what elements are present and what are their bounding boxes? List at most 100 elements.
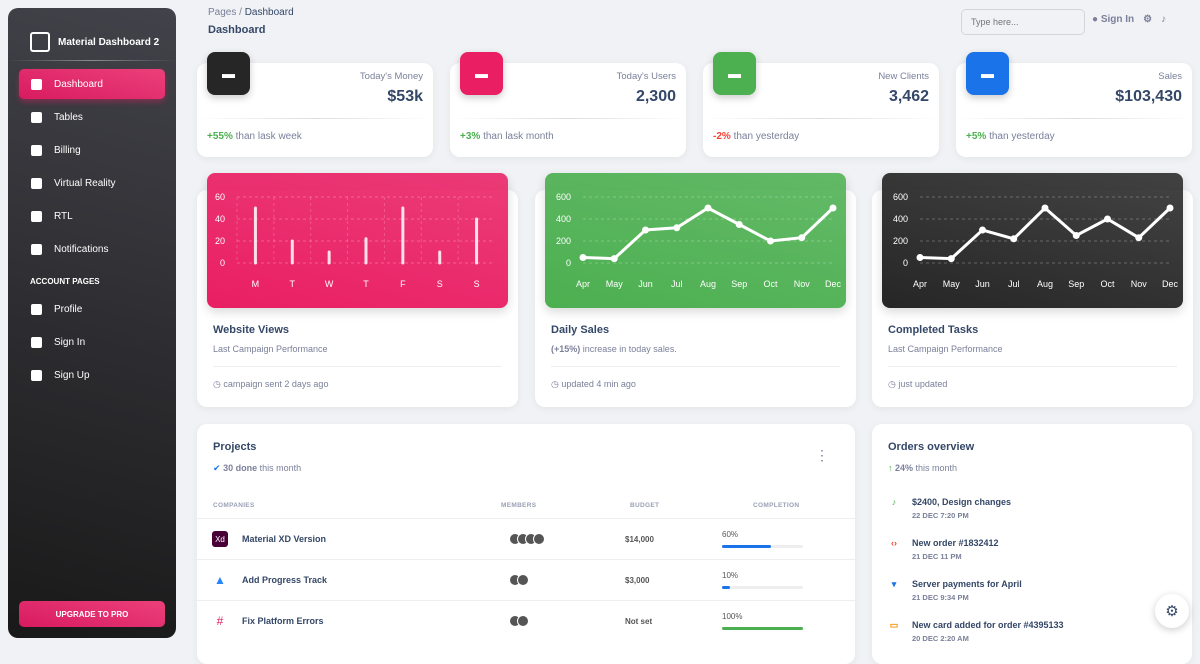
x-tick-label: T bbox=[363, 279, 369, 289]
sidebar-item-virtual-reality[interactable]: Virtual Reality bbox=[19, 168, 165, 198]
completion-label: 100% bbox=[722, 612, 743, 621]
sidebar-item-rtl[interactable]: RTL bbox=[19, 201, 165, 231]
sidebar-item-label: Sign Up bbox=[54, 369, 90, 381]
column-header: COMPANIES bbox=[213, 502, 255, 509]
brand[interactable]: Material Dashboard 2 bbox=[8, 8, 176, 60]
table-row[interactable]: # Fix Platform Errors Not set 100% bbox=[197, 600, 855, 641]
timeline-item: ▾ Server payments for April 21 DEC 9:34 … bbox=[888, 579, 1176, 620]
breadcrumb-root[interactable]: Pages bbox=[208, 7, 237, 18]
sidebar-item-billing[interactable]: Billing bbox=[19, 135, 165, 165]
timeline-item: ▭ New card added for order #4395133 20 D… bbox=[888, 620, 1176, 661]
timeline-date: 20 DEC 2:20 AM bbox=[912, 634, 969, 643]
header-actions: ● Sign In ⚙ ♪ bbox=[1092, 14, 1166, 26]
chart-footer: ◷ updated 4 min ago bbox=[551, 379, 636, 390]
project-name: Add Progress Track bbox=[242, 574, 328, 585]
timeline-title: New card added for order #4395133 bbox=[912, 620, 1064, 630]
x-tick-label: Apr bbox=[576, 279, 590, 289]
stat-change: +3% bbox=[460, 131, 481, 142]
orders-title: Orders overview bbox=[888, 441, 975, 453]
x-tick-label: M bbox=[252, 279, 259, 289]
progress-bar bbox=[722, 545, 803, 548]
y-tick-label: 200 bbox=[893, 236, 908, 246]
chart-area: 0 200 400 600 Apr May Jun Jul Aug Sep Oct Nov Dec bbox=[545, 173, 846, 308]
stat-icon: ▬ bbox=[713, 52, 756, 95]
logo-icon bbox=[30, 32, 50, 52]
completion-cell: 60% bbox=[722, 530, 803, 548]
chart-subtitle: Last Campaign Performance bbox=[213, 344, 328, 355]
table-row[interactable]: Xd Material XD Version $14,000 60% bbox=[197, 518, 855, 559]
data-point bbox=[767, 237, 774, 245]
person-icon: ● bbox=[1092, 14, 1099, 25]
sidebar-item-label: Tables bbox=[54, 111, 83, 123]
chart-svg: 0 200 400 600 Apr May Jun Jul Aug Sep Oct Nov Dec bbox=[556, 192, 842, 289]
more-vert-icon[interactable]: ⋮ bbox=[815, 447, 829, 463]
chart-subtitle-bold: (+15%) bbox=[551, 344, 581, 354]
search-input[interactable] bbox=[961, 9, 1085, 35]
stat-label: Today's Money bbox=[359, 71, 423, 82]
company-cell: ▲ Add Progress Track bbox=[197, 572, 501, 588]
x-tick-label: Jul bbox=[1008, 279, 1020, 289]
column-header: COMPLETION bbox=[753, 502, 800, 509]
upgrade-button[interactable]: UPGRADE TO PRO bbox=[19, 601, 165, 627]
stat-footer: -2% than yesterday bbox=[713, 131, 799, 143]
sidebar-item-sign-up[interactable]: Sign Up bbox=[19, 360, 165, 390]
sidebar-item-tables[interactable]: Tables bbox=[19, 102, 165, 132]
code-icon: ‹› bbox=[891, 538, 897, 548]
stat-value: 2,300 bbox=[635, 88, 676, 105]
sidebar-item-dashboard[interactable]: Dashboard bbox=[19, 69, 165, 99]
stat-value: $103,430 bbox=[1115, 88, 1182, 105]
chart-area: 0 200 400 600 Apr May Jun Jul Aug Sep Oct Nov Dec bbox=[882, 173, 1183, 308]
data-point bbox=[704, 204, 712, 212]
sidebar-item-sign-in[interactable]: Sign In bbox=[19, 327, 165, 357]
login-icon bbox=[31, 336, 42, 348]
sidebar-item-label: Profile bbox=[54, 303, 83, 315]
orders-pct-text: this month bbox=[913, 463, 958, 473]
projects-done-text: this month bbox=[257, 463, 302, 473]
atlassian-icon: ▲ bbox=[212, 572, 228, 588]
timeline: ♪ $2400, Design changes 22 DEC 7:20 PM ‹… bbox=[888, 497, 1176, 661]
sidebar-item-label: Billing bbox=[54, 144, 81, 156]
x-tick-label: Apr bbox=[913, 279, 927, 289]
table-icon bbox=[31, 111, 42, 123]
data-point bbox=[642, 226, 649, 234]
chart-footer: ◷ just updated bbox=[888, 379, 947, 390]
chart-subtitle-text: Last Campaign Performance bbox=[888, 344, 1003, 354]
stat-card: ▬ Today's Users 2,300 +3% than lask mont… bbox=[450, 52, 686, 157]
y-tick-label: 0 bbox=[220, 258, 225, 268]
sidebar-item-label: Virtual Reality bbox=[54, 177, 116, 189]
data-point bbox=[1135, 234, 1143, 242]
timeline-title: Server payments for April bbox=[912, 579, 1022, 589]
page-title: Dashboard bbox=[208, 24, 266, 36]
completion-cell: 10% bbox=[722, 571, 803, 589]
sidebar-item-profile[interactable]: Profile bbox=[19, 294, 165, 324]
clock-icon: ◷ bbox=[213, 379, 221, 389]
chart-card: 0 200 400 600 Apr May Jun Jul Aug Sep Oct Nov Dec Da… bbox=[535, 173, 856, 407]
progress-bar bbox=[722, 586, 803, 589]
x-tick-label: Jul bbox=[671, 279, 683, 289]
timeline-title: New order #1832412 bbox=[912, 538, 999, 548]
sign-in-link[interactable]: ● Sign In bbox=[1092, 14, 1134, 26]
table-row[interactable]: ▲ Add Progress Track $3,000 10% bbox=[197, 559, 855, 600]
orders-pct: 24% bbox=[895, 463, 914, 473]
settings-fab[interactable]: ⚙ bbox=[1155, 594, 1189, 628]
y-tick-label: 20 bbox=[215, 236, 225, 246]
member-avatar[interactable] bbox=[533, 533, 545, 545]
x-tick-label: Oct bbox=[1100, 279, 1115, 289]
rtl-icon bbox=[31, 210, 42, 222]
sidebar-item-label: Notifications bbox=[54, 243, 109, 255]
member-avatar[interactable] bbox=[517, 615, 529, 627]
gear-icon[interactable]: ⚙ bbox=[1143, 14, 1153, 25]
divider bbox=[450, 118, 686, 119]
stat-footer-text: than yesterday bbox=[730, 131, 800, 142]
bell-icon[interactable]: ♪ bbox=[1161, 14, 1167, 25]
chart-card: 0 20 40 60 M T W T F S S Website Views Last Campai… bbox=[197, 173, 518, 407]
sidebar-item-notifications[interactable]: Notifications bbox=[19, 234, 165, 264]
arrow-up-icon: ↑ bbox=[888, 463, 893, 473]
chart-svg: 0 20 40 60 M T W T F S S bbox=[215, 192, 495, 289]
member-avatar[interactable] bbox=[517, 574, 529, 586]
section-heading: ACCOUNT PAGES bbox=[30, 277, 100, 286]
gear-icon: ⚙ bbox=[1165, 603, 1179, 620]
timeline-item: ♪ $2400, Design changes 22 DEC 7:20 PM bbox=[888, 497, 1176, 538]
x-tick-label: May bbox=[943, 279, 961, 289]
data-point bbox=[829, 204, 837, 212]
